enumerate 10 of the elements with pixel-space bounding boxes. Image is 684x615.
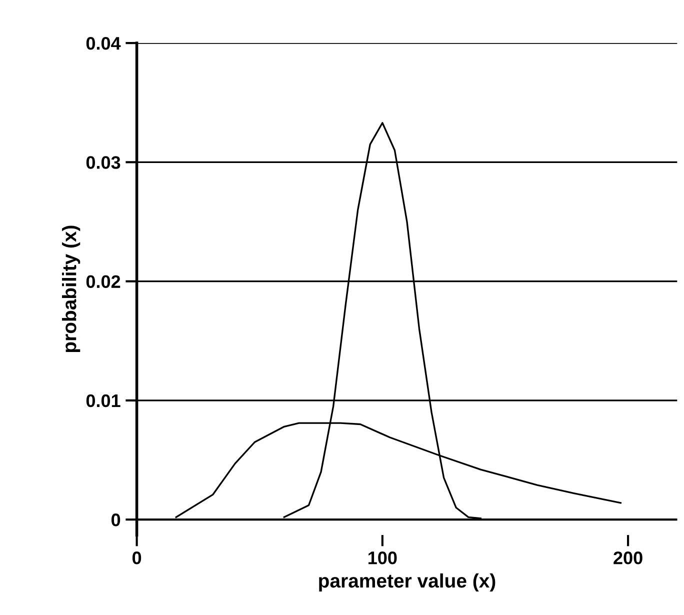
y-tick-label: 0	[112, 514, 120, 526]
x-tick-label: 100	[368, 552, 397, 564]
y-tick-label: 0.01	[86, 394, 120, 408]
y-axis-title: probability (x)	[62, 226, 80, 352]
x-axis-title: parameter value (x)	[319, 573, 496, 592]
y-tick-label: 0.02	[86, 275, 120, 288]
y-tick-label: 0.03	[86, 156, 120, 169]
x-tick-label: 200	[614, 552, 642, 564]
y-tick-label: 0.04	[86, 36, 121, 50]
x-tick-label: 0	[132, 552, 142, 564]
